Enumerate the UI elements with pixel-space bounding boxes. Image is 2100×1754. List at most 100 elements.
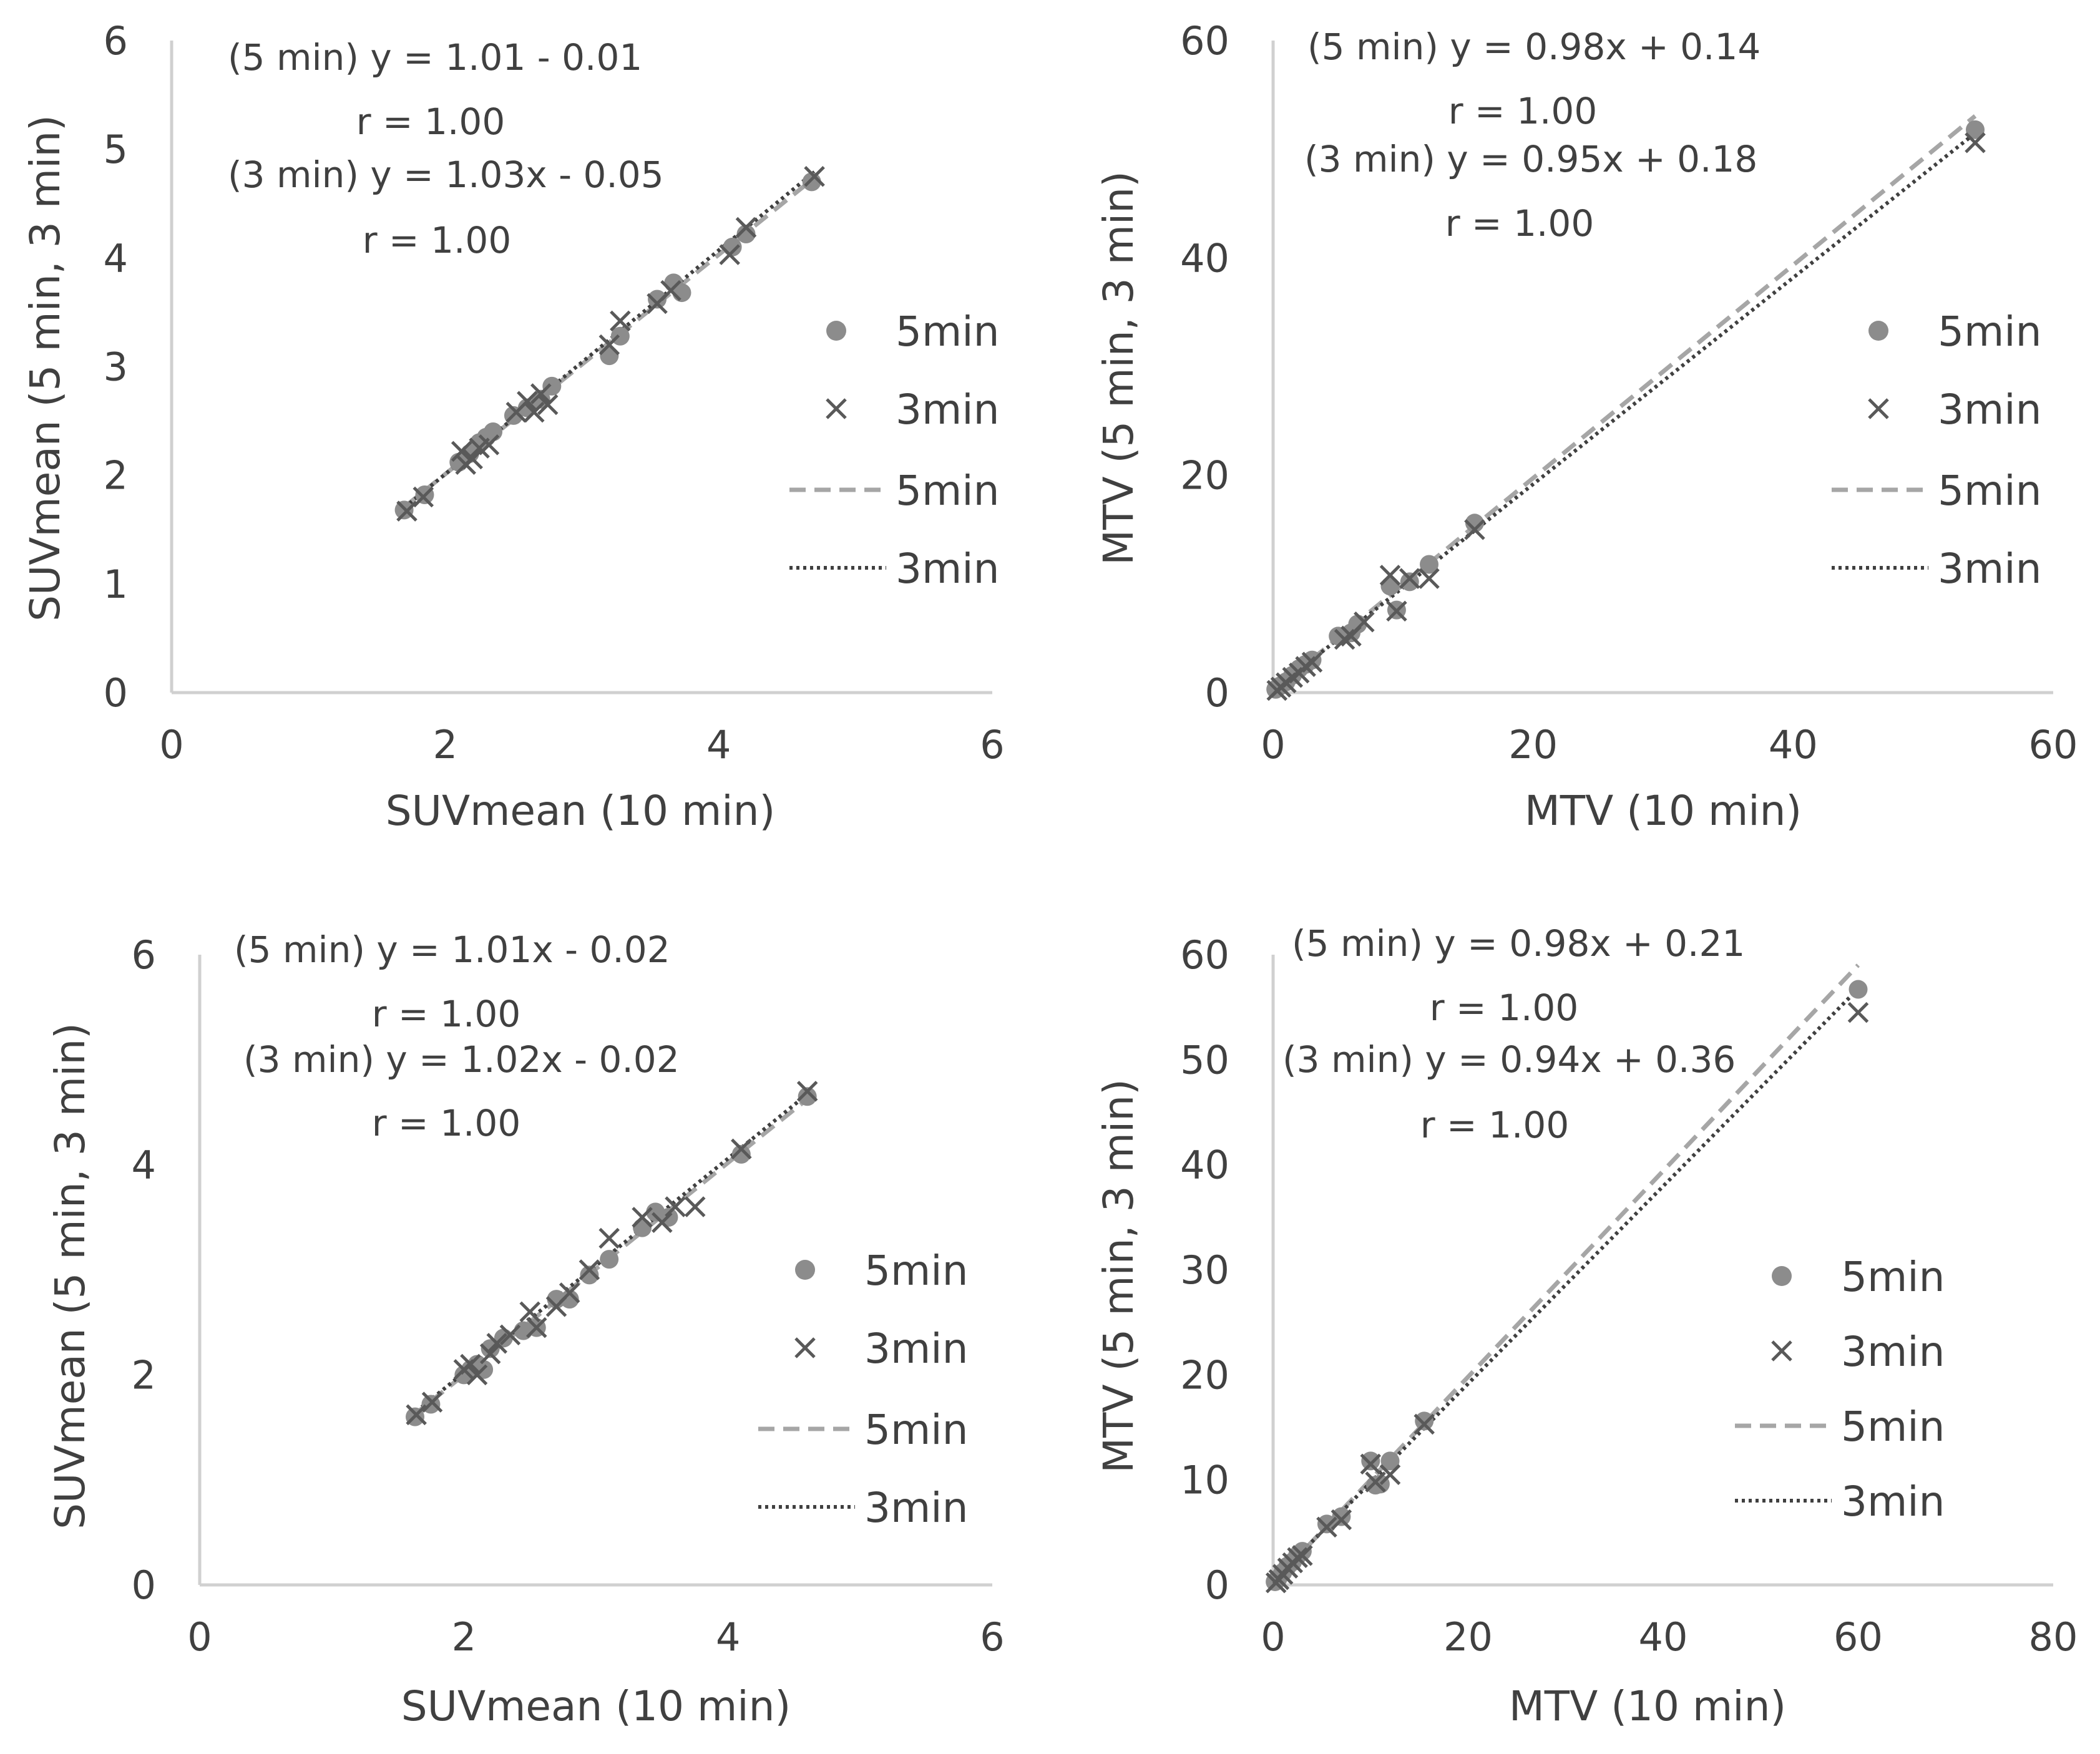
- equation-annotation: (5 min) y = 1.01x - 0.02: [234, 928, 670, 971]
- y-tick-label: 4: [104, 235, 128, 281]
- x-tick-label: 0: [1261, 1614, 1285, 1660]
- chart-panel-2: 0 20 40 60 0 20 40 60 MTV (10 min) MTV (5 min, 3 …: [1095, 18, 2078, 835]
- data-point-3min: [1316, 1516, 1337, 1538]
- legend-label: 3min: [1938, 386, 2041, 434]
- data-point-3min: [525, 1317, 547, 1338]
- data-point-5min: [1415, 1411, 1434, 1431]
- chart-panel-1: 0 2 4 6 0 1 2 3 4 5 6 SUVmean (10 min) SUVmean (5 mi…: [21, 18, 1005, 835]
- data-point-3min: [598, 1227, 620, 1249]
- data-point-5min: [1400, 572, 1419, 592]
- legend-label: 5min: [896, 467, 999, 515]
- data-point-5min: [610, 326, 630, 346]
- legend-label: 5min: [896, 308, 999, 356]
- equation-annotation: r = 1.00: [372, 1102, 520, 1144]
- data-point-5min: [633, 1218, 652, 1237]
- data-point-5min: [484, 422, 503, 441]
- data-point-3min: [660, 280, 681, 301]
- data-point-5min: [1332, 1507, 1351, 1526]
- equation-annotation: r = 1.00: [1420, 1104, 1569, 1146]
- legend-label: 3min: [864, 1484, 968, 1532]
- data-point-3min: [1365, 1471, 1386, 1493]
- data-point-5min: [542, 376, 562, 396]
- data-point-3min: [478, 434, 500, 456]
- x-axis-label: MTV (10 min): [1509, 1682, 1786, 1730]
- x-tick-label: 2: [433, 722, 457, 767]
- x-tick-label: 40: [1769, 722, 1818, 767]
- y-axis-label: SUVmean (5 min, 3 min): [21, 115, 69, 621]
- x-tick-label: 6: [980, 722, 1004, 767]
- y-tick-label: 60: [1180, 932, 1229, 978]
- data-point-5min: [1380, 577, 1400, 596]
- y-axis-label: SUVmean (5 min, 3 min): [46, 1023, 94, 1529]
- x-tick-label: 0: [159, 722, 183, 767]
- y-tick-label: 0: [132, 1562, 156, 1608]
- data-point-3min: [413, 486, 434, 508]
- x-tick-label: 60: [2029, 722, 2078, 767]
- legend-label: 3min: [1841, 1478, 1945, 1526]
- data-point-3min: [519, 1301, 540, 1323]
- y-tick-label: 1: [104, 562, 128, 607]
- data-point-3min: [499, 1324, 521, 1346]
- y-axis-label: MTV (5 min, 3 min): [1095, 171, 1143, 565]
- x-tick-label: 60: [1834, 1614, 1883, 1660]
- y-tick-label: 20: [1180, 1352, 1229, 1398]
- data-point-3min: [466, 1364, 488, 1386]
- x-tick-label: 6: [980, 1614, 1004, 1660]
- data-point-5min: [798, 1087, 817, 1106]
- data-point-3min: [524, 401, 545, 423]
- data-point-5min: [1380, 1451, 1400, 1471]
- x-axis-label: SUVmean (10 min): [401, 1682, 791, 1730]
- equation-annotation: (3 min) y = 1.02x - 0.02: [243, 1038, 680, 1081]
- legend-label: 3min: [896, 545, 999, 593]
- data-point-3min: [451, 441, 472, 462]
- equation-annotation: r = 1.00: [356, 100, 505, 143]
- legend-label: 3min: [1938, 545, 2041, 593]
- equation-annotation: r = 1.00: [372, 993, 520, 1035]
- data-point-3min: [1379, 565, 1401, 586]
- data-point-3min: [537, 394, 559, 416]
- data-point-5min: [600, 346, 619, 366]
- x-tick-label: 2: [452, 1614, 476, 1660]
- legend-label: 5min: [1938, 467, 2041, 515]
- legend: 5min 3min 5min 3min: [789, 308, 999, 593]
- y-tick-label: 0: [1205, 670, 1229, 716]
- y-tick-label: 2: [104, 453, 128, 499]
- data-point-3min: [1287, 1547, 1308, 1569]
- legend-label: 5min: [864, 1247, 968, 1295]
- equation-annotation: (3 min) y = 0.94x + 0.36: [1282, 1038, 1736, 1081]
- y-tick-label: 3: [104, 344, 128, 390]
- data-point-3min: [1301, 651, 1323, 673]
- x-tick-label: 4: [706, 722, 731, 767]
- data-point-5min: [648, 290, 667, 309]
- data-point-3min: [1354, 611, 1375, 633]
- legend-marker-cross: [1868, 398, 1889, 419]
- x-tick-label: 20: [1443, 1614, 1493, 1660]
- x-axis-label: SUVmean (10 min): [386, 787, 775, 835]
- data-point-3min: [1414, 1413, 1435, 1435]
- y-tick-label: 5: [104, 127, 128, 172]
- equation-annotation: (5 min) y = 1.01 - 0.01: [228, 36, 642, 79]
- data-point-3min: [530, 383, 552, 404]
- y-tick-label: 0: [104, 670, 128, 716]
- legend-marker-cross: [826, 398, 847, 419]
- y-tick-label: 6: [104, 18, 128, 64]
- equation-annotation: (3 min) y = 0.95x + 0.18: [1304, 138, 1757, 180]
- legend: 5min 3min 5min 3min: [1735, 1253, 1945, 1526]
- data-point-3min: [1965, 132, 1986, 153]
- data-point-3min: [652, 1212, 673, 1234]
- legend-label: 5min: [1841, 1253, 1945, 1301]
- data-point-3min: [479, 1343, 501, 1365]
- data-point-3min: [684, 1196, 706, 1217]
- legend: 5min 3min 5min 3min: [758, 1247, 968, 1532]
- y-tick-label: 0: [1205, 1562, 1229, 1608]
- legend-label: 3min: [864, 1325, 968, 1373]
- equation-annotation: r = 1.00: [1430, 987, 1578, 1029]
- trendline-5min-dashed: [1271, 963, 1860, 1584]
- y-tick-label: 40: [1180, 1143, 1229, 1188]
- data-point-3min: [486, 1333, 508, 1354]
- data-point-3min: [396, 500, 418, 522]
- equation-annotation: (5 min) y = 0.98x + 0.21: [1292, 922, 1745, 965]
- x-tick-label: 0: [1261, 722, 1285, 767]
- legend-marker-circle: [826, 321, 846, 341]
